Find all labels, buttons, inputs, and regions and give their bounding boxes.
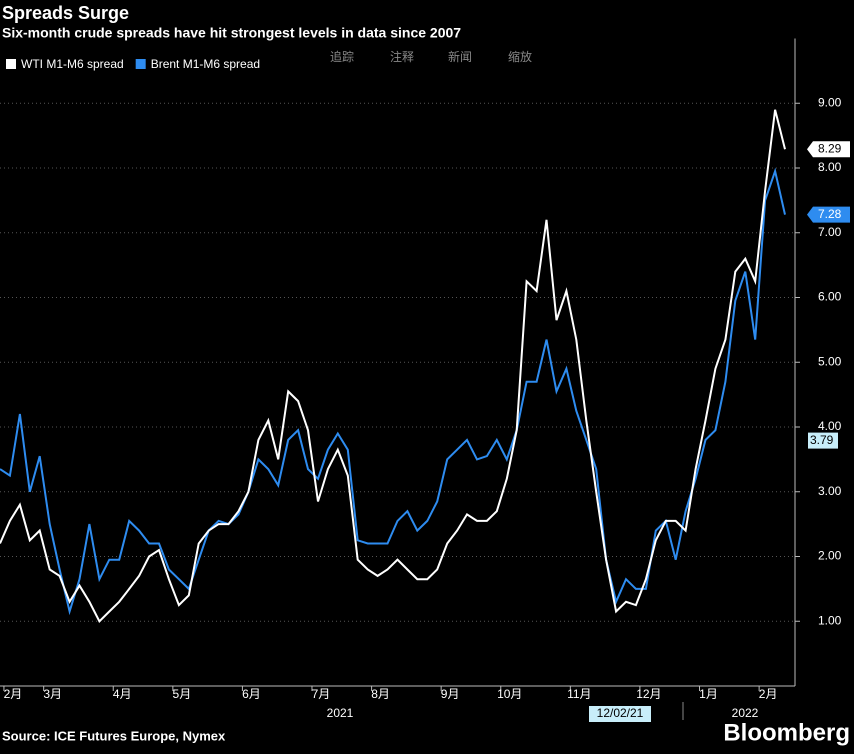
x-tick-label: 3月 <box>43 687 62 701</box>
crosshair-value-label: 3.79 <box>810 433 834 447</box>
series-line <box>0 167 786 616</box>
legend-label: WTI M1-M6 spread <box>21 57 124 71</box>
last-value-tag <box>807 141 850 158</box>
x-tick-label: 2月 <box>759 687 778 701</box>
y-tick-label: 9.00 <box>818 95 842 109</box>
y-tick-label: 5.00 <box>818 354 842 368</box>
x-tick-label: 4月 <box>113 687 132 701</box>
last-value-label: 7.28 <box>818 207 842 221</box>
toolbar-button[interactable]: 注释 <box>390 49 414 64</box>
y-tick-label: 7.00 <box>818 225 842 239</box>
x-tick-label: 2月 <box>4 687 23 701</box>
y-tick-label: 8.00 <box>818 160 842 174</box>
toolbar-button[interactable]: 新闻 <box>448 49 472 64</box>
crosshair-value-tag <box>808 432 838 449</box>
legend-label: Brent M1-M6 spread <box>151 57 260 71</box>
crosshair-date-tag <box>589 706 651 722</box>
y-tick-label: 6.00 <box>818 290 842 304</box>
x-tick-label: 12月 <box>636 687 661 701</box>
last-value-label: 8.29 <box>818 141 842 155</box>
legend-swatch <box>135 59 146 69</box>
x-tick-label: 7月 <box>312 687 331 701</box>
x-tick-label: 5月 <box>173 687 192 701</box>
legend-swatch <box>6 59 16 69</box>
x-tick-label: 10月 <box>497 687 522 701</box>
year-label: 2022 <box>732 706 759 720</box>
y-tick-label: 1.00 <box>818 613 842 627</box>
toolbar-button[interactable]: 缩放 <box>508 49 532 64</box>
y-tick-label: 2.00 <box>818 549 842 563</box>
crosshair-date-label: 12/02/21 <box>597 706 644 720</box>
y-tick-label: 3.00 <box>818 484 842 498</box>
x-tick-label: 6月 <box>242 687 261 701</box>
series-line <box>0 109 786 623</box>
chart-title: Spreads Surge <box>2 3 129 23</box>
last-value-tag <box>807 206 850 223</box>
x-tick-label: 8月 <box>371 687 390 701</box>
brand: Bloomberg <box>723 719 850 746</box>
source: Source: ICE Futures Europe, Nymex <box>2 728 226 743</box>
x-tick-label: 9月 <box>441 687 460 701</box>
year-label: 2021 <box>327 706 354 720</box>
x-tick-label: 1月 <box>699 687 718 701</box>
y-tick-label: 4.00 <box>818 419 842 433</box>
chart-subtitle: Six-month crude spreads have hit stronge… <box>2 25 461 41</box>
x-tick-label: 11月 <box>567 687 591 701</box>
toolbar-button[interactable]: 追踪 <box>330 49 354 64</box>
